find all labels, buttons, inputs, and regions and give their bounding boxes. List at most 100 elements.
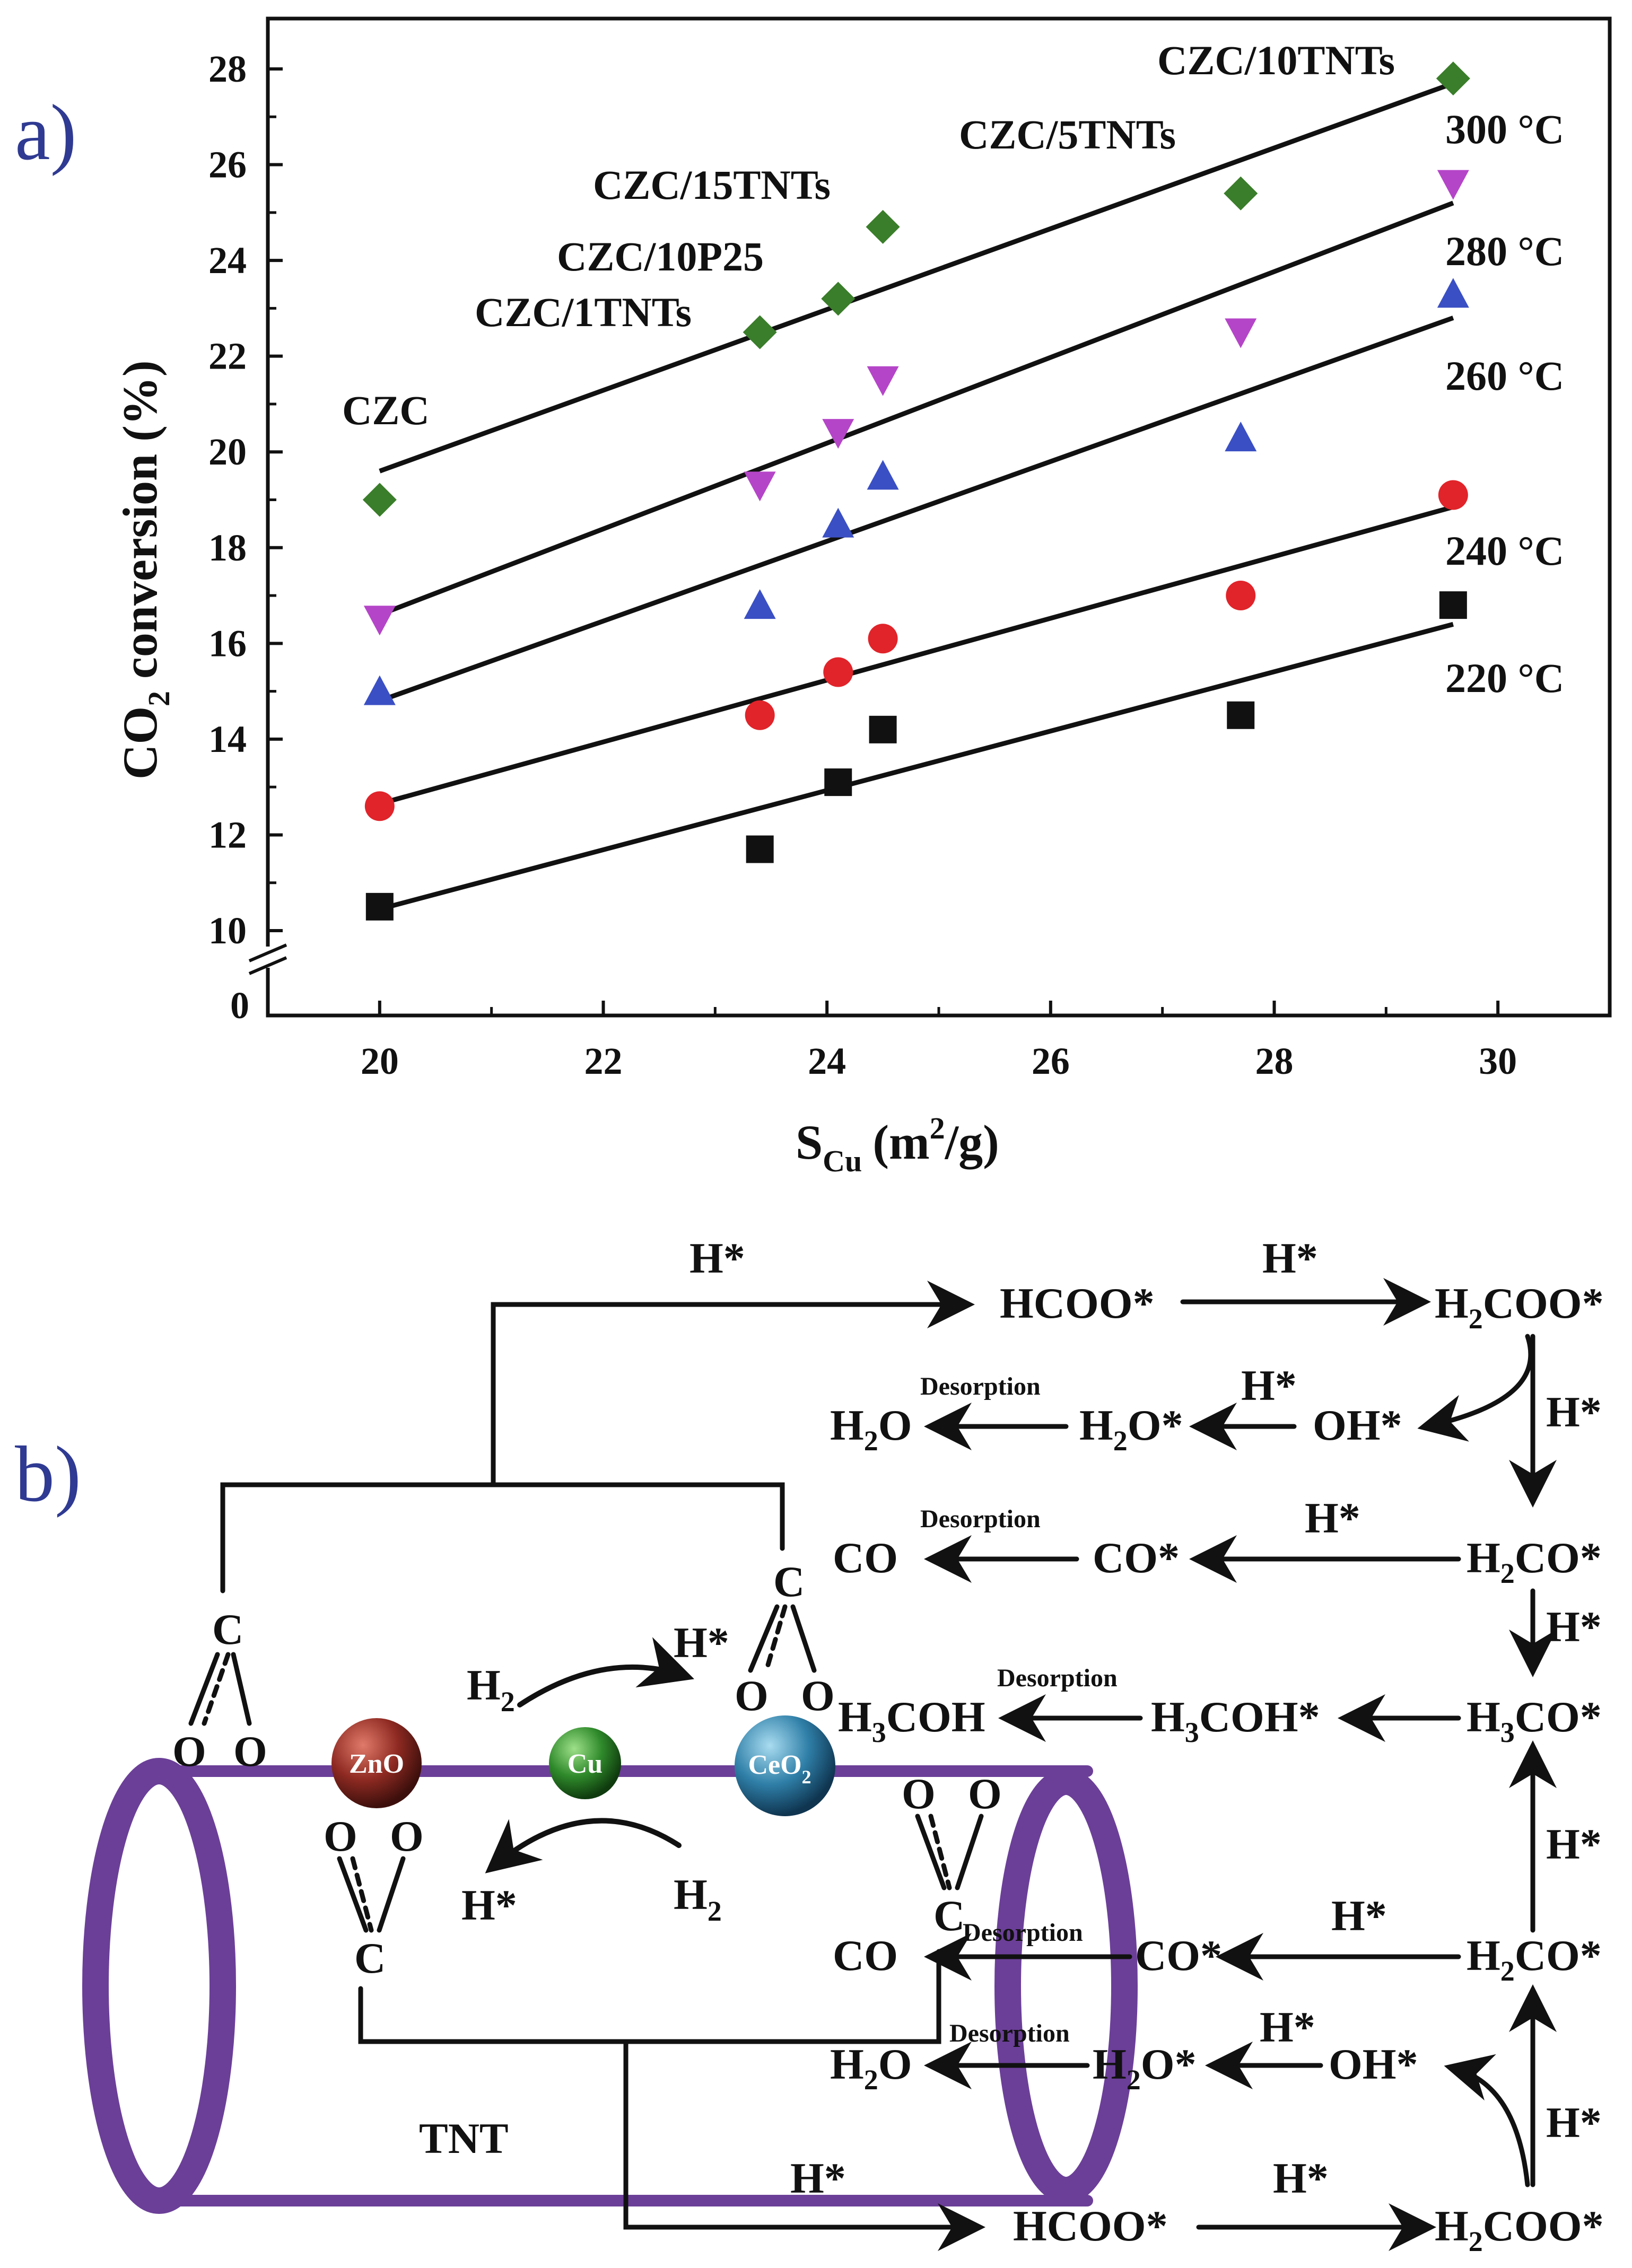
- hstar-label: H*: [1546, 1603, 1602, 1651]
- zno-particle: [331, 1718, 422, 1808]
- y-tick-label: 14: [208, 718, 247, 760]
- x-axis-title: SCu (m2/g): [796, 1111, 999, 1178]
- fit-line: [379, 81, 1454, 474]
- data-point: [1439, 591, 1467, 619]
- data-point: [824, 768, 852, 796]
- desorption-label: Desorption: [997, 1664, 1118, 1692]
- data-point: [363, 675, 396, 705]
- hcoo-bottom: HCOO*: [1013, 2202, 1168, 2250]
- cu-label: Cu: [568, 1749, 603, 1779]
- hstar-label: H*: [1546, 2098, 1602, 2147]
- data-point: [744, 589, 776, 619]
- y-ticks: 10 12 14 16 18 20 22 24 26 28: [208, 48, 283, 952]
- h2o-top: H2O: [830, 1401, 912, 1457]
- h2coo-bottom: H2COO*: [1435, 2202, 1604, 2257]
- o-atom: O: [801, 1671, 835, 1720]
- oh-bottom: OH*: [1329, 2040, 1418, 2088]
- data-point: [363, 606, 396, 636]
- hstar-label: H*: [1260, 2003, 1315, 2051]
- data-point: [1225, 422, 1257, 452]
- catalyst-label-1tnts: CZC/1TNTs: [475, 289, 692, 335]
- data-point: [743, 315, 777, 349]
- y-tick-label: 10: [208, 909, 247, 952]
- data-point: [1224, 176, 1258, 211]
- panel-a-label: a): [15, 89, 77, 177]
- adsorbed-co2-under-zno: O O C: [324, 1812, 424, 1982]
- catalyst-label-15tnts: CZC/15TNTs: [593, 162, 831, 208]
- data-point: [365, 892, 394, 921]
- data-point: [822, 507, 854, 538]
- x-tick-label: 28: [1255, 1040, 1294, 1082]
- data-point: [1226, 581, 1256, 611]
- data-point: [823, 657, 853, 687]
- co-bottom: CO: [833, 1931, 898, 1980]
- data-point: [364, 791, 395, 821]
- co-star-bottom: CO*: [1135, 1931, 1222, 1980]
- desorption-label: Desorption: [963, 1919, 1083, 1947]
- data-point: [866, 209, 900, 244]
- hstar-label: H*: [1273, 2154, 1329, 2202]
- series-label-240: 240 °C: [1445, 528, 1564, 574]
- h2o-star-bottom: H2O*: [1093, 2040, 1197, 2096]
- adsorbed-co2-right-lower: O O C: [902, 1770, 1002, 1940]
- fit-lines: [379, 81, 1454, 912]
- x-tick-label: 22: [584, 1040, 623, 1082]
- fit-line: [379, 621, 1454, 912]
- ceo2-particle: [735, 1715, 835, 1816]
- hstar-label: H*: [1241, 1361, 1297, 1409]
- data-point: [1438, 480, 1468, 510]
- y-tick-label: 26: [208, 144, 247, 186]
- data-point: [821, 282, 856, 316]
- adsorbed-co2-left: C O O: [172, 1605, 267, 1775]
- ceo2-label: CeO2: [748, 1750, 811, 1788]
- y-tick-label: 16: [208, 622, 247, 664]
- x-tick-label: 20: [361, 1040, 399, 1082]
- y-tick-zero: 0: [230, 984, 249, 1027]
- series-label-220: 220 °C: [1445, 655, 1564, 701]
- o-atom: O: [735, 1671, 769, 1720]
- hstar-label: H*: [1305, 1494, 1360, 1542]
- panel-b-label: b): [15, 1430, 81, 1518]
- y-tick-label: 22: [208, 335, 247, 378]
- x-tick-label: 24: [808, 1040, 846, 1082]
- data-point: [744, 471, 776, 502]
- catalyst-label-czc: CZC: [342, 387, 430, 433]
- hstar-label: H*: [790, 2154, 846, 2202]
- data-point: [745, 700, 775, 730]
- series-label-300: 300 °C: [1445, 106, 1564, 152]
- adsorbed-co2-right: C O O: [735, 1557, 835, 1720]
- series-label-260: 260 °C: [1445, 353, 1564, 399]
- y-tick-label: 28: [208, 48, 247, 90]
- zno-label: ZnO: [349, 1749, 404, 1779]
- data-point: [867, 460, 899, 490]
- h2-dissociation-arrow-bottom: [485, 1818, 682, 1873]
- o-atom: O: [172, 1727, 206, 1775]
- y-tick-label: 24: [208, 239, 247, 282]
- h2co-bottom: H2CO*: [1467, 1931, 1602, 1987]
- x-tick-label: 26: [1032, 1040, 1070, 1082]
- h2co-top: H2CO*: [1467, 1534, 1602, 1589]
- desorption-label: Desorption: [920, 1372, 1041, 1400]
- top-connector: [220, 1482, 785, 1593]
- y-axis-title: CO2 conversion (%): [113, 361, 176, 780]
- h3coh: H3COH: [838, 1693, 985, 1748]
- desorption-label: Desorption: [920, 1505, 1041, 1533]
- x-ticks: 20 22 24 26 28 30: [361, 1001, 1517, 1082]
- arrow-h2coo-to-oh-bottom: [1444, 2054, 1530, 2187]
- h2o-bottom: H2O: [830, 2040, 912, 2096]
- fit-line: [379, 504, 1454, 807]
- o-atom: O: [902, 1770, 936, 1818]
- h3coh-star: H3COH*: [1151, 1693, 1320, 1748]
- h2-top-label: H2: [467, 1661, 515, 1718]
- data-point: [1437, 170, 1469, 200]
- hstar-label: H*: [1262, 1234, 1318, 1282]
- desorption-label: Desorption: [949, 2019, 1070, 2047]
- series-label-280: 280 °C: [1445, 228, 1564, 274]
- c-atom: C: [212, 1605, 243, 1653]
- o-atom: O: [324, 1812, 357, 1860]
- c-atom: C: [773, 1557, 805, 1606]
- data-point: [1437, 278, 1469, 308]
- titania-nanotube: [82, 1758, 1138, 2214]
- hstar-bottom-label: H*: [461, 1881, 517, 1929]
